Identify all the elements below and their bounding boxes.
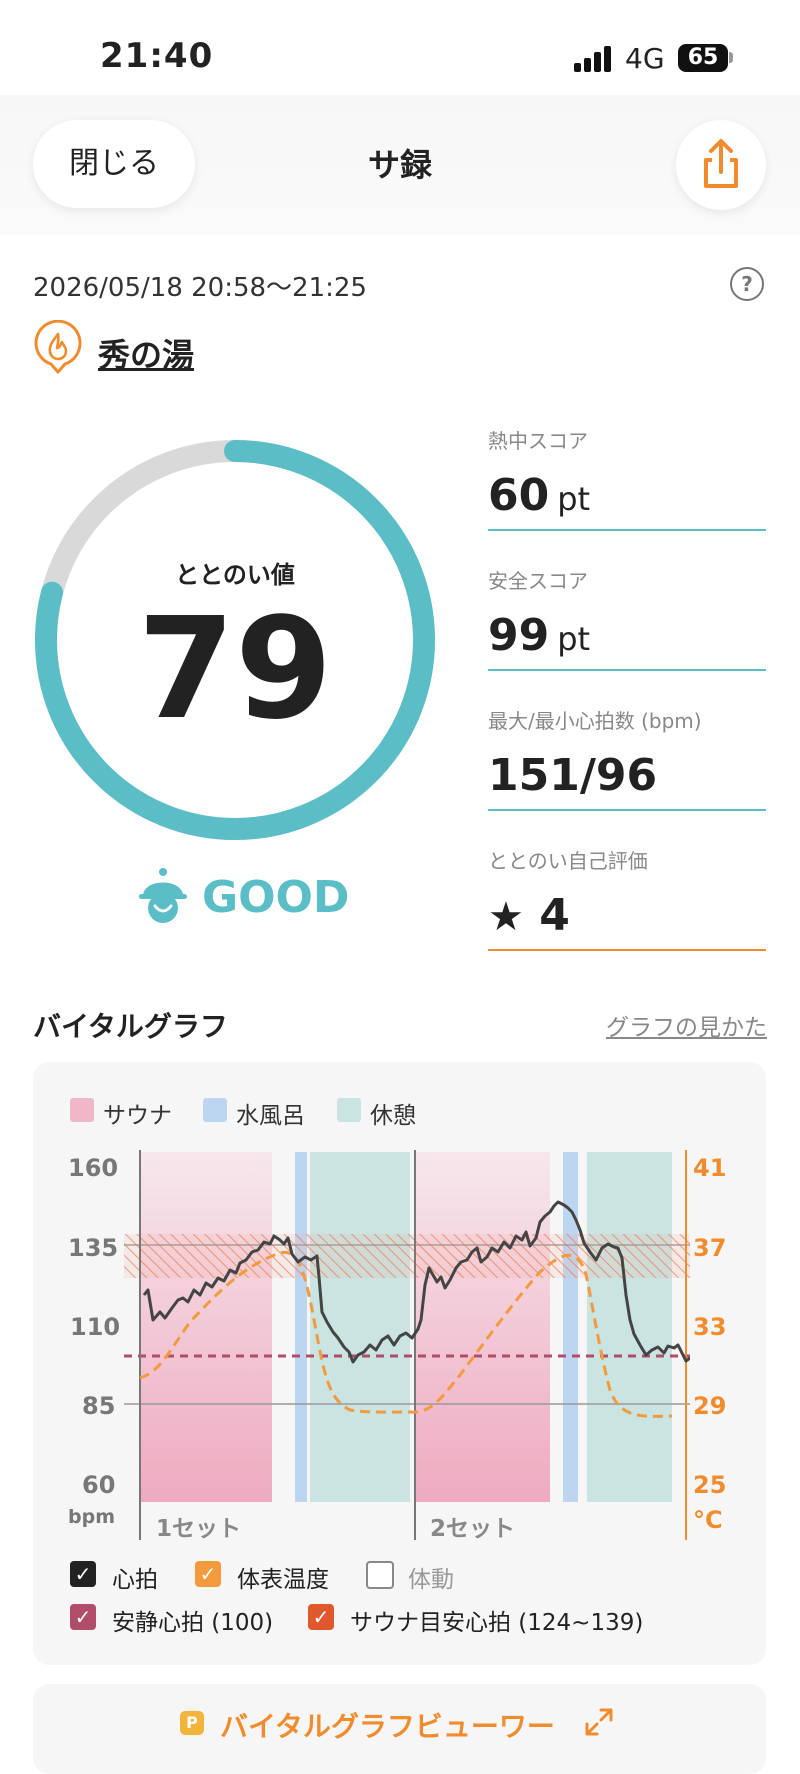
share-button[interactable]: [676, 120, 766, 210]
y-tick-left: 135: [68, 1234, 119, 1262]
rating-text: GOOD: [202, 872, 350, 923]
set-1-label: 1セット: [156, 1516, 242, 1542]
safety-score-label: 安全スコア: [488, 569, 588, 593]
divider: [488, 529, 766, 531]
y-tick-left: 85: [82, 1392, 116, 1420]
sauna-band: [140, 1152, 272, 1502]
self-rating-value[interactable]: ★ 4: [488, 890, 570, 941]
rest-band: [587, 1152, 672, 1502]
network-label: 4G: [625, 42, 665, 75]
graph-guide-link[interactable]: グラフの見かた: [606, 1015, 767, 1041]
help-icon[interactable]: ?: [730, 267, 764, 301]
divider: [488, 669, 766, 671]
set-2-label: 2セット: [430, 1516, 516, 1542]
heart-rate-line: [142, 1200, 690, 1364]
sauna-band: [415, 1152, 550, 1502]
battery-tip: [729, 52, 733, 63]
gauge-value: 79: [137, 588, 333, 751]
page-title: サ録: [367, 146, 432, 184]
left-axis-unit: bpm: [68, 1506, 115, 1528]
safety-score-value: 99 pt: [488, 610, 591, 661]
resting-hr-checkbox[interactable]: ✓: [70, 1604, 96, 1630]
heat-score-label: 熱中スコア: [488, 429, 588, 453]
gauge-progress: [35, 440, 435, 840]
legend-sauna-swatch: [70, 1098, 94, 1122]
rest-band: [310, 1152, 410, 1502]
heart-rate-checkbox[interactable]: ✓: [70, 1561, 96, 1587]
expand-icon[interactable]: [583, 1706, 615, 1738]
sauna-target-checkbox[interactable]: ✓: [308, 1604, 334, 1630]
signal-icon: [574, 44, 614, 72]
session-datetime: 2026/05/18 20:58～21:25: [33, 273, 367, 303]
legend-sauna: サウナ: [103, 1103, 172, 1129]
skin-temp-checkbox[interactable]: ✓: [195, 1561, 221, 1587]
divider: [488, 809, 766, 811]
y-tick-left: 60: [82, 1471, 116, 1499]
heart-rate-toggle-label: 心拍: [112, 1567, 158, 1593]
cold-bath-band: [295, 1152, 307, 1502]
resting-hr-toggle-label: 安静心拍 (100): [112, 1610, 274, 1636]
heat-score-value: 60 pt: [488, 470, 591, 521]
skin-temp-toggle-label: 体表温度: [237, 1567, 329, 1593]
status-time: 21:40: [100, 36, 214, 76]
self-rating-label: ととのい自己評価: [488, 849, 648, 873]
skin-temp-line: [139, 1250, 673, 1418]
heart-rate-value: 151/96: [488, 750, 658, 801]
star-icon: ★: [488, 894, 524, 940]
y-tick-right: 25: [693, 1471, 727, 1499]
legend-rest-swatch: [337, 1098, 361, 1122]
heart-rate-label: 最大/最小心拍数 (bpm): [488, 709, 702, 733]
facility-link[interactable]: 秀の湯: [98, 336, 195, 374]
gauge-label: ととのい値: [175, 561, 295, 589]
sauna-target-toggle-label: サウナ目安心拍 (124~139): [350, 1610, 644, 1636]
viewer-label[interactable]: バイタルグラフビューワー: [220, 1710, 555, 1743]
right-axis-unit: °C: [693, 1506, 723, 1534]
vital-graph-title: バイタルグラフ: [33, 1010, 228, 1043]
y-tick-left: 160: [68, 1154, 119, 1182]
premium-badge-icon: P: [180, 1711, 204, 1735]
body-motion-checkbox[interactable]: [366, 1561, 394, 1589]
sauna-target-band: [124, 1234, 690, 1278]
y-tick-right: 41: [693, 1154, 727, 1182]
close-button[interactable]: 閉じる: [33, 120, 195, 208]
share-icon: [704, 139, 738, 188]
y-tick-right: 29: [693, 1392, 727, 1420]
y-tick-right: 33: [693, 1313, 727, 1341]
rating-mascot-icon: [135, 866, 191, 930]
body-motion-toggle-label: 体動: [408, 1567, 454, 1593]
legend-rest: 休憩: [370, 1103, 416, 1129]
y-tick-left: 110: [70, 1313, 121, 1341]
sauna-place-icon: [33, 319, 83, 380]
legend-cold-bath: 水風呂: [236, 1103, 305, 1129]
legend-cold-bath-swatch: [203, 1098, 227, 1122]
totonoi-gauge: [35, 440, 435, 840]
vital-graph-plot: [124, 1150, 690, 1540]
battery-icon: 65: [678, 44, 728, 72]
y-tick-right: 37: [693, 1234, 727, 1262]
divider: [488, 949, 766, 951]
